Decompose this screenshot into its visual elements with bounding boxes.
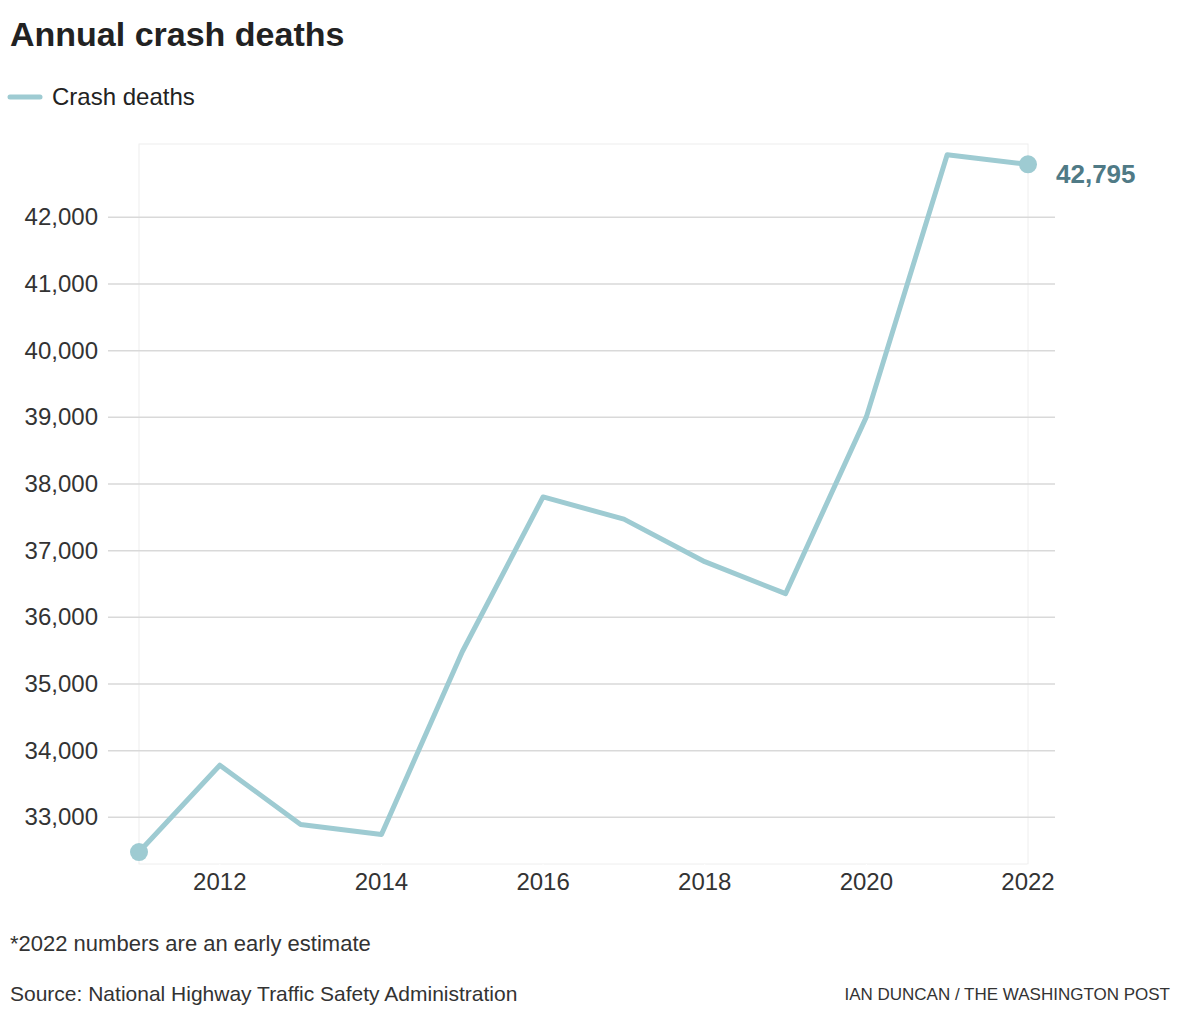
- grid-line: [108, 217, 1055, 219]
- y-tick-label: 39,000: [25, 403, 98, 430]
- y-tick-label: 41,000: [25, 270, 98, 297]
- title: Annual crash deaths: [10, 15, 344, 53]
- y-tick-label: 36,000: [25, 603, 98, 630]
- y-tick-label: 37,000: [25, 537, 98, 564]
- credit: IAN DUNCAN / THE WASHINGTON POST: [844, 985, 1170, 1004]
- plot-frame: [139, 144, 1028, 864]
- end-marker: [130, 843, 148, 861]
- grid-line: [108, 683, 1055, 685]
- grid-line: [108, 483, 1055, 485]
- grid-line: [108, 350, 1055, 352]
- grid-line: [108, 550, 1055, 552]
- end-marker: [1019, 155, 1037, 173]
- y-tick-label: 42,000: [25, 203, 98, 230]
- note: *2022 numbers are an early estimate: [10, 931, 371, 956]
- x-tick-label: 2022: [1001, 868, 1054, 895]
- legend-swatch: [10, 95, 40, 100]
- x-tick-label: 2016: [516, 868, 569, 895]
- grid-line: [108, 750, 1055, 752]
- x-tick-label: 2018: [678, 868, 731, 895]
- y-tick-label: 38,000: [25, 470, 98, 497]
- line: [139, 155, 1028, 852]
- grid-line: [108, 283, 1055, 285]
- legend: Crash deaths: [10, 83, 195, 110]
- chart: Annual crash deaths Crash deaths 33,000 34,…: [0, 0, 1180, 1020]
- y-tick-label: 33,000: [25, 803, 98, 830]
- grid-line: [108, 817, 1055, 819]
- annotation: 42,795: [1056, 159, 1136, 189]
- x-tick-label: 2020: [840, 868, 893, 895]
- plot-area: [130, 155, 1037, 861]
- y-tick-label: 40,000: [25, 337, 98, 364]
- grid-line: [108, 417, 1055, 419]
- x-tick-label: 2014: [355, 868, 408, 895]
- x-tick-label: 2012: [193, 868, 246, 895]
- y-tick-label: 35,000: [25, 670, 98, 697]
- legend-label: Crash deaths: [52, 83, 195, 110]
- source: Source: National Highway Traffic Safety …: [10, 982, 517, 1005]
- y-tick-label: 34,000: [25, 737, 98, 764]
- grid-line: [108, 617, 1055, 619]
